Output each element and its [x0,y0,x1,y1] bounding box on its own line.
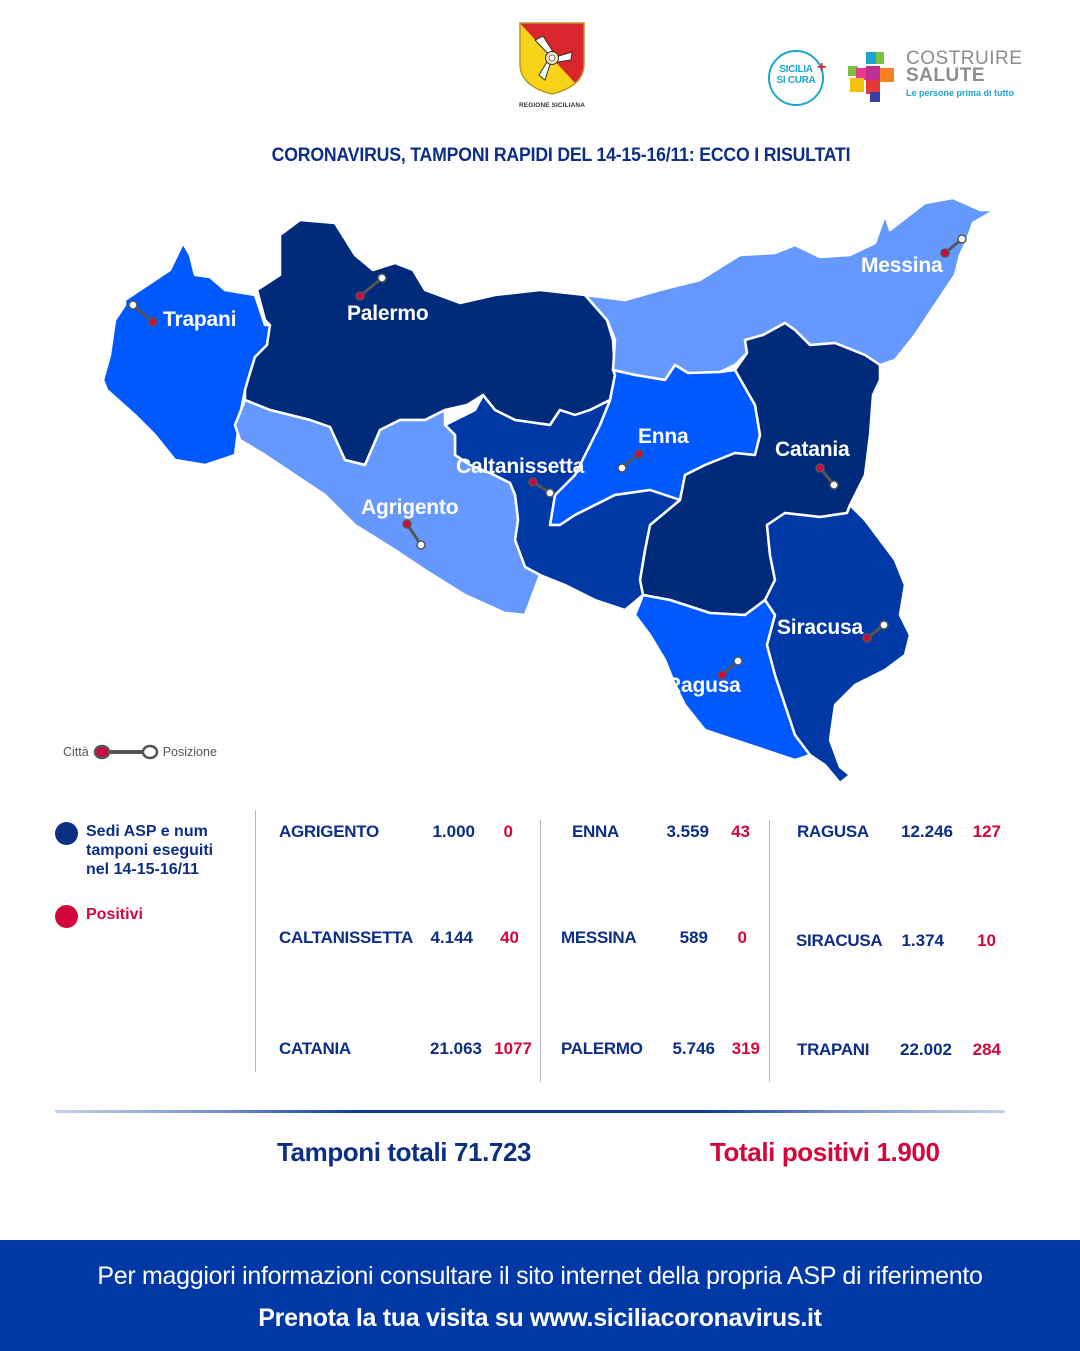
legend-position-label: Posizione [162,745,217,759]
sicilia-si-cura-line1: SICILIA [779,64,813,75]
map-pins [128,234,967,680]
column-separator [769,820,770,1082]
total-tamponi-value: 71.723 [453,1137,532,1167]
footer-booking-link[interactable]: Prenota la tua visita su www.siciliacoro… [258,1304,822,1332]
legend-positivi-text: Positivi [86,906,143,923]
table-row: SIRACUSA 1.374 10 [796,929,1007,953]
total-tamponi-label: Tamponi totali [277,1137,448,1167]
positivi-value: 43 [731,822,750,841]
legend-city-label: Città [63,745,89,759]
pin-connector-icon [93,744,158,760]
legend-asp-text: Sedi ASP e num tamponi eseguiti nel 14-1… [86,822,213,879]
table-row: PALERMO 5.746 319 [561,1037,761,1061]
map-pin-legend: Città Posizione [63,742,217,762]
tamponi-value: 3.559 [666,822,709,841]
province-trapani[interactable] [101,241,272,467]
legend-item-positivi: Positivi [55,905,255,928]
total-positivi-value: 1.900 [876,1137,940,1167]
navy-dot-icon [55,822,78,845]
province-siracusa[interactable] [763,503,912,785]
map-label-siracusa: Siracusa [777,616,863,639]
table-row: ENNA 3.559 43 [572,820,762,844]
footer-info-text: Per maggiori informazioni consultare il … [97,1262,983,1290]
sicilia-si-cura-logo: SICILIA SI CURA + [768,50,828,110]
column-separator [255,810,256,1072]
map-label-enna: Enna [638,425,689,448]
tamponi-value: 12.246 [901,822,953,841]
table-row: TRAPANI 22.002 284 [797,1038,1007,1062]
page-title: CORONAVIRUS, TAMPONI RAPIDI DEL 14-15-16… [271,145,851,166]
table-row: CATANIA 21.063 1077 [279,1037,539,1061]
map-label-agrigento: Agrigento [361,496,459,519]
total-tamponi: Tamponi totali 71.723 [277,1137,531,1168]
tamponi-value: 22.002 [900,1040,952,1059]
asp-name: PALERMO [561,1039,643,1058]
regione-siciliana-logo: REGIONE SICILIANA [497,20,607,122]
legend-asp-line2: tamponi eseguiti [86,842,214,859]
sicilia-si-cura-text: SICILIA SI CURA [768,64,824,86]
red-cross-icon: + [817,59,827,76]
map-label-ragusa: Ragusa [666,674,741,697]
positivi-value: 319 [731,1039,760,1058]
salute-text: SALUTE [906,65,985,86]
footer-banner: Per maggiori informazioni consultare il … [0,1240,1080,1351]
tamponi-value: 5.746 [672,1039,715,1058]
legend-asp-line3: nel 14-15-16/11 [86,861,199,878]
tamponi-value: 4.144 [430,928,473,947]
legend-item-asp: Sedi ASP e num tamponi eseguiti nel 14-1… [55,822,255,879]
table-row: MESSINA 589 0 [561,926,761,950]
asp-name: CALTANISSETTA [279,928,413,947]
sicilia-si-cura-line2: SI CURA [776,75,816,86]
tamponi-value: 589 [679,928,708,947]
gradient-divider [55,1110,1005,1113]
data-legend: Sedi ASP e num tamponi eseguiti nel 14-1… [55,822,255,928]
table-row: CALTANISSETTA 4.144 40 [279,926,539,950]
tagline-text: Le persone prima di tutto [906,88,1015,98]
table-row: RAGUSA 12.246 127 [797,820,1007,844]
map-label-catania: Catania [775,438,850,461]
sicily-provinces-map [101,196,997,785]
costruire-salute-logo: COSTRUIRE SALUTE Le persone prima di tut… [848,48,1028,104]
positivi-value: 40 [500,928,519,947]
positivi-value: 1077 [494,1039,532,1058]
total-positivi-label: Totali positivi [710,1137,870,1167]
total-positivi: Totali positivi 1.900 [710,1137,940,1168]
sicily-map: Trapani Palermo Messina Enna Caltanisset… [95,195,1015,785]
tamponi-value: 1.000 [432,822,475,841]
asp-name: MESSINA [561,928,637,947]
asp-name: CATANIA [279,1039,351,1058]
map-label-messina: Messina [861,254,943,277]
table-row: AGRIGENTO 1.000 0 [279,820,539,844]
map-label-palermo: Palermo [347,302,429,325]
positivi-value: 0 [503,822,513,841]
colored-cross-cubes-icon [848,52,894,102]
asp-name: ENNA [572,822,619,841]
map-label-caltanissetta: Caltanissetta [456,455,585,478]
asp-name: SIRACUSA [796,931,883,950]
map-label-trapani: Trapani [163,308,237,331]
tamponi-value: 1.374 [901,931,944,950]
trinacria-shield-icon [519,22,585,95]
column-separator [540,820,541,1082]
region-logo-caption: REGIONE SICILIANA [519,102,585,109]
positivi-value: 0 [737,928,747,947]
asp-name: RAGUSA [797,822,869,841]
costruire-text: COSTRUIRE [906,48,1023,69]
logo-ring [768,50,824,106]
province-agrigento[interactable] [233,398,542,617]
positivi-value: 127 [972,822,1001,841]
positivi-value: 10 [977,931,996,950]
asp-name: AGRIGENTO [279,822,379,841]
asp-name: TRAPANI [797,1040,870,1059]
red-dot-icon [55,905,78,928]
legend-asp-line1: Sedi ASP e num [86,823,208,840]
positivi-value: 284 [972,1040,1001,1059]
tamponi-value: 21.063 [430,1039,482,1058]
